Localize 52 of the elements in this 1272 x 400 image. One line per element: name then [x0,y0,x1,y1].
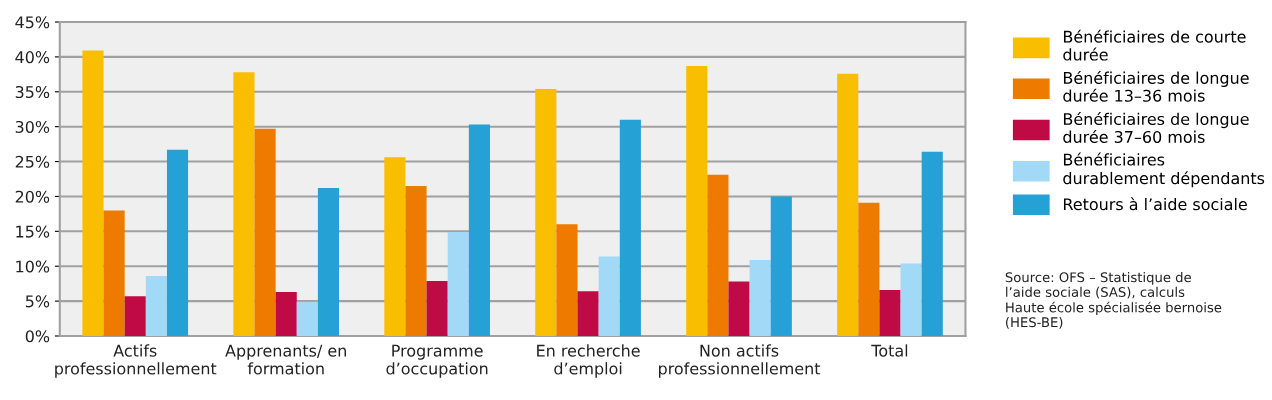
source-note: Source: OFS – Statistique de l’aide sociale (SAS), calculs Haute école spécialisée bernoise (HES-BE) [1005,272,1222,329]
bar [577,291,599,336]
bar [275,292,297,336]
legend-label: Bénéficiaires de courte durée [1063,29,1246,61]
y-tick-label: 20% [15,190,50,203]
y-tick-label: 30% [15,120,50,133]
y-tick-label: 35% [15,85,50,99]
bar [82,50,104,336]
bar [426,280,448,336]
legend-label: Bénéficiaires durablement dépendants [1063,152,1265,188]
bar [317,188,340,336]
bar [103,210,125,336]
bar [749,259,771,336]
bar [921,151,943,336]
bar [556,224,578,336]
legend-label: Retours à l’aide sociale [1063,197,1247,211]
bar [837,73,859,336]
bar [384,157,406,336]
y-tick-label: 40% [15,51,50,64]
legend-label: Bénéficiaires de longue durée 13–36 mois [1063,70,1249,102]
bar [879,289,901,336]
bar [145,275,167,336]
bar [619,119,641,336]
bar [686,65,708,336]
bar [124,296,146,336]
bar [166,149,189,336]
y-tick-label: 15% [16,225,50,238]
bar [447,232,469,336]
bar [770,196,792,336]
bar [468,124,490,336]
bar [296,301,318,336]
x-tick-label: Total [871,344,908,357]
x-tick-label: Actifs professionnellement [55,344,217,378]
x-tick-label: Programme d’occupation [386,344,488,378]
y-tick-label: 25% [15,155,50,168]
y-tick-label: 5% [25,295,50,308]
bar [728,281,750,336]
bar [254,128,276,336]
bar [858,202,880,336]
y-tick-label: 45% [15,16,50,29]
bar [233,72,255,336]
y-tick-label: 0% [25,330,50,343]
bar [900,263,922,336]
bar [707,174,729,336]
x-tick-label: Non actifs professionnellement [659,344,821,378]
bar [535,88,557,336]
bar [598,256,620,336]
y-tick-label: 10% [16,260,50,273]
x-tick-label: En recherche d’emploi [537,344,640,378]
bar [405,185,427,336]
x-tick-label: Apprenants/ en formation [225,344,346,375]
legend-label: Bénéficiaires de longue durée 37–60 mois [1063,112,1249,143]
